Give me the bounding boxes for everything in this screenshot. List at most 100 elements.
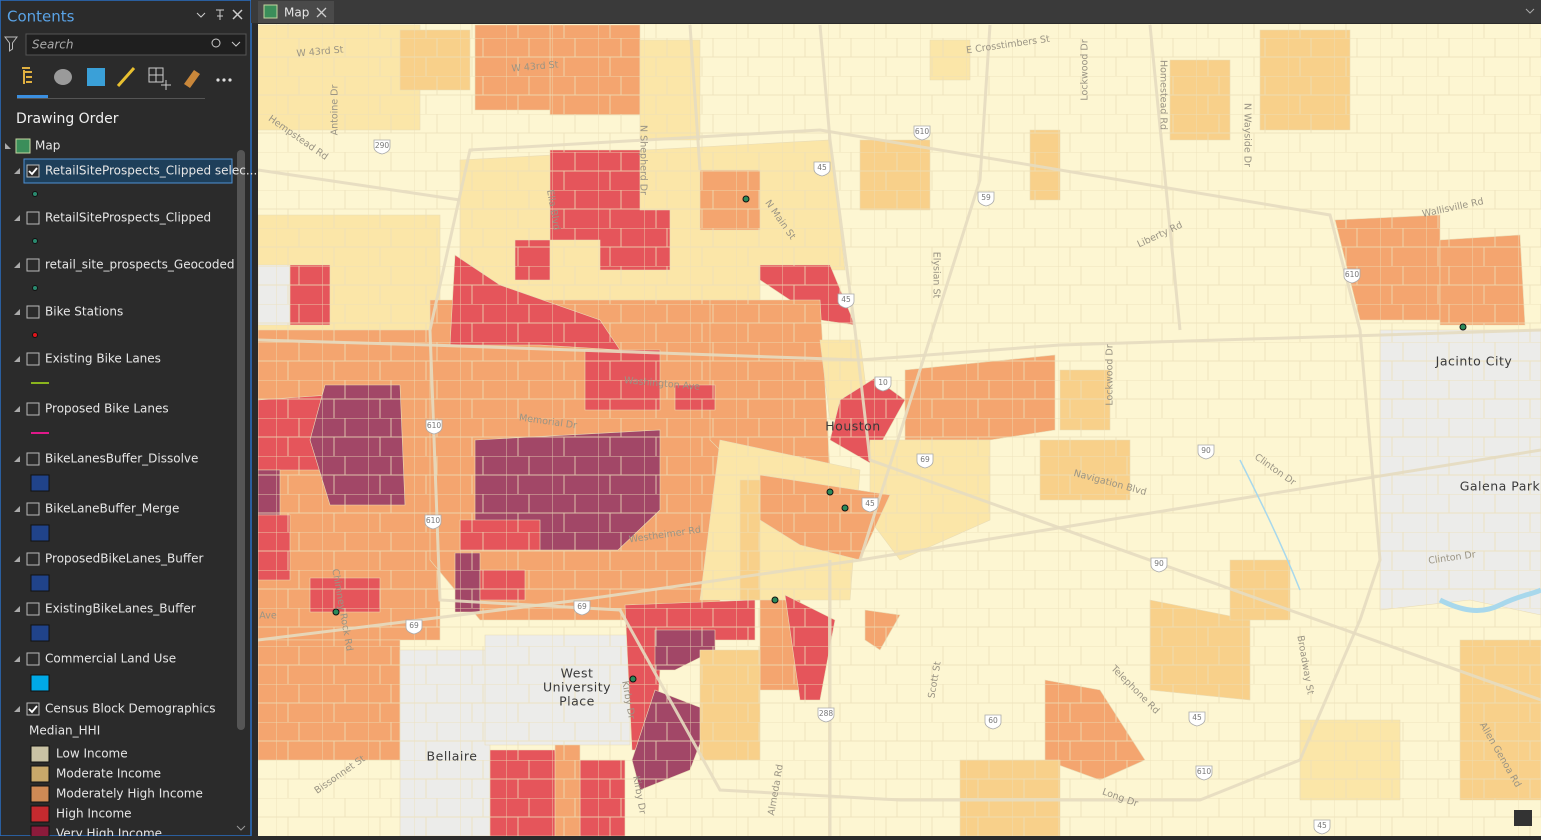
highway <box>688 24 702 171</box>
site-marker[interactable] <box>1459 323 1467 331</box>
visibility-checkbox[interactable] <box>26 502 40 516</box>
street-label: Homestead Rd <box>1158 60 1169 130</box>
shield-number: 45 <box>817 163 827 172</box>
shield-number: 90 <box>1154 559 1164 568</box>
scroll-down[interactable] <box>236 825 246 831</box>
section-heading: Drawing Order <box>16 111 119 127</box>
highway-shield <box>405 619 423 635</box>
scrollbar-thumb[interactable] <box>237 150 245 730</box>
layer-name[interactable]: retail_site_prospects_Geocoded <box>45 258 234 272</box>
expand-toggle[interactable] <box>14 706 20 712</box>
site-marker[interactable] <box>771 596 779 604</box>
visibility-checkbox[interactable] <box>26 402 40 416</box>
place-label: Jacinto City <box>1435 354 1513 369</box>
expand-toggle[interactable] <box>14 168 20 174</box>
search-dropdown[interactable] <box>231 41 241 47</box>
expand-toggle[interactable] <box>14 656 20 662</box>
search-icon[interactable] <box>211 38 221 48</box>
selected-row <box>23 158 233 184</box>
layer-name[interactable]: BikeLaneBuffer_Merge <box>45 502 179 516</box>
expand-toggle[interactable] <box>14 506 20 512</box>
more-dot[interactable] <box>228 78 232 82</box>
roads <box>258 24 1541 836</box>
expand-toggle[interactable] <box>14 456 20 462</box>
site-marker[interactable] <box>742 195 750 203</box>
editing-tab[interactable] <box>116 67 136 87</box>
selection-tab[interactable] <box>87 68 105 86</box>
tab-dropdown[interactable] <box>1525 8 1535 14</box>
filter-icon[interactable] <box>4 36 18 52</box>
map-node[interactable]: Map <box>35 139 60 153</box>
layer-name[interactable]: Proposed Bike Lanes <box>45 402 169 416</box>
snapping-tab[interactable] <box>148 67 171 90</box>
layer-name[interactable]: ExistingBikeLanes_Buffer <box>45 602 196 616</box>
data-source-tab[interactable] <box>54 69 72 85</box>
search-box[interactable] <box>25 33 247 56</box>
layer-symbol <box>30 524 50 542</box>
expand-toggle[interactable] <box>14 406 20 412</box>
layer-name[interactable]: Census Block Demographics <box>45 702 216 716</box>
more-dot[interactable] <box>222 78 226 82</box>
layer-name[interactable]: Existing Bike Lanes <box>45 352 161 366</box>
street-label: N Shepherd Dr <box>638 125 649 195</box>
layer-name[interactable]: Commercial Land Use <box>45 652 176 666</box>
shield-number: 45 <box>865 499 875 508</box>
highway-shield <box>1197 444 1215 460</box>
expand-toggle[interactable] <box>14 356 20 362</box>
highway-shield <box>573 600 591 616</box>
layer-symbol <box>30 674 50 692</box>
site-marker[interactable] <box>332 608 340 616</box>
layer-name[interactable]: RetailSiteProspects_Clipped selec... <box>45 164 257 178</box>
shield-number: 10 <box>878 378 888 387</box>
visibility-checkbox[interactable] <box>26 164 40 178</box>
layer-name[interactable]: Bike Stations <box>45 305 123 319</box>
place-label: Bellaire <box>427 749 478 764</box>
street-label: Lockwood Dr <box>1080 39 1091 100</box>
more-dot[interactable] <box>216 78 220 82</box>
place-label: Houston <box>825 419 880 434</box>
expand-toggle[interactable] <box>14 309 20 315</box>
layer-name[interactable]: BikeLanesBuffer_Dissolve <box>45 452 198 466</box>
map-tab-icon <box>263 4 278 19</box>
drawing-order-tab[interactable] <box>22 67 32 84</box>
legend-label: Low Income <box>56 747 128 761</box>
highway-shield <box>1188 711 1206 727</box>
map-view[interactable]: W 43rd StW 43rd StE Crosstimbers St Lockw… <box>258 24 1541 836</box>
visibility-checkbox[interactable] <box>26 352 40 366</box>
site-marker[interactable] <box>841 504 849 512</box>
expand-toggle[interactable] <box>14 215 20 221</box>
pin-button[interactable] <box>216 9 224 20</box>
site-marker[interactable] <box>629 675 637 683</box>
expand-toggle[interactable] <box>14 556 20 562</box>
tab-close[interactable] <box>316 7 327 18</box>
visibility-checkbox[interactable] <box>26 258 40 272</box>
expand-toggle[interactable] <box>14 606 20 612</box>
visibility-checkbox[interactable] <box>26 552 40 566</box>
expand-toggle[interactable] <box>5 143 11 149</box>
layer-symbol <box>30 474 50 492</box>
expand-toggle[interactable] <box>14 262 20 268</box>
highway-shield <box>913 125 931 141</box>
layer-symbol <box>30 574 50 592</box>
layer-name[interactable]: RetailSiteProspects_Clipped <box>45 211 211 225</box>
visibility-checkbox[interactable] <box>26 305 40 319</box>
site-marker[interactable] <box>826 488 834 496</box>
visibility-checkbox[interactable] <box>26 452 40 466</box>
shield-number: 60 <box>988 716 998 725</box>
pane-menu[interactable] <box>196 12 206 18</box>
layer-symbol <box>32 238 38 244</box>
visibility-checkbox[interactable] <box>26 652 40 666</box>
close-button[interactable] <box>232 9 243 20</box>
shield-number: 69 <box>409 621 419 630</box>
layer-name[interactable]: ProposedBikeLanes_Buffer <box>45 552 203 566</box>
map-overlay-button[interactable] <box>1514 810 1532 826</box>
visibility-checkbox[interactable] <box>26 702 40 716</box>
visibility-checkbox[interactable] <box>26 602 40 616</box>
map-icon <box>15 138 31 154</box>
visibility-checkbox[interactable] <box>26 211 40 225</box>
highway <box>428 128 1382 802</box>
pane-title: Contents <box>7 8 75 26</box>
labeling-tab[interactable] <box>184 70 200 88</box>
